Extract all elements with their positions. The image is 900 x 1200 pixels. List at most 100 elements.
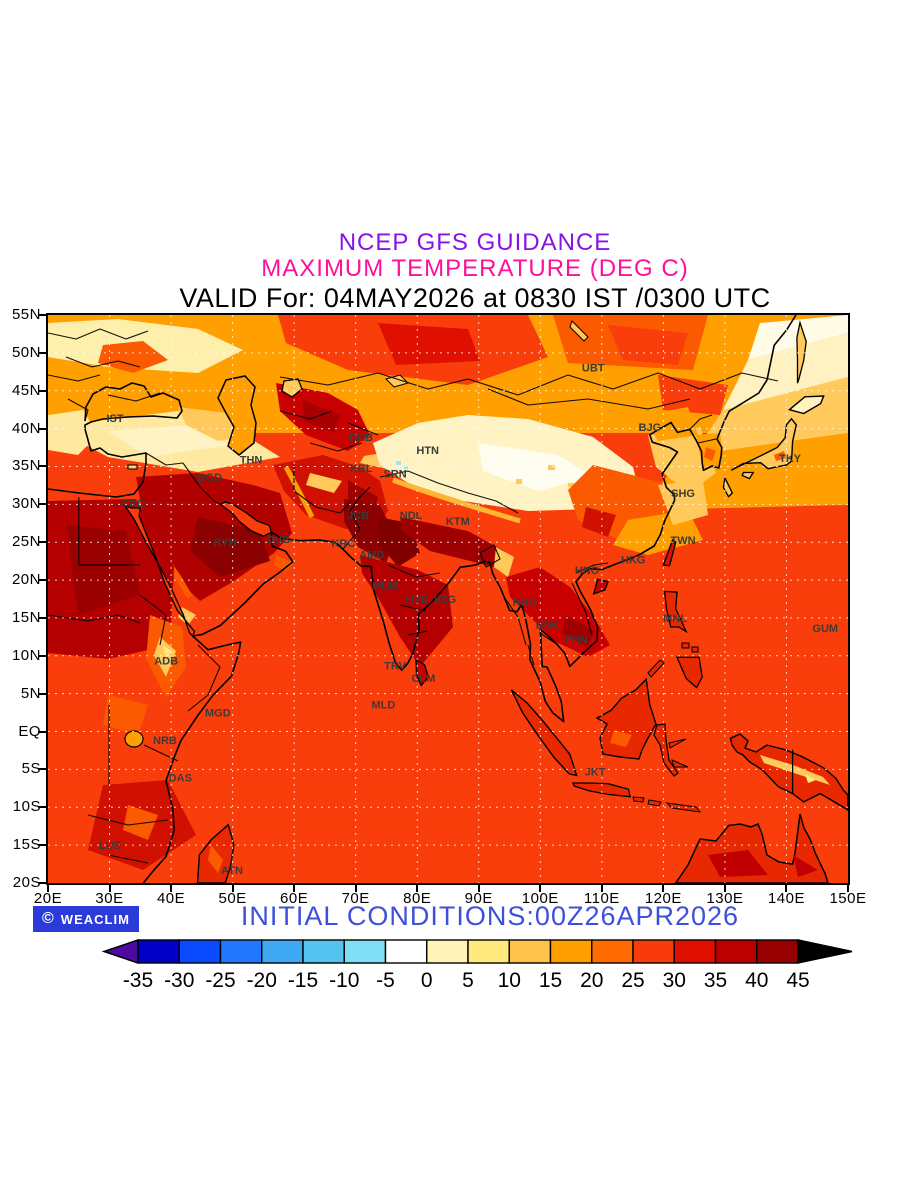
station-label-ubt: UBT [582, 362, 605, 374]
colorbar-tick-label: -15 [288, 969, 318, 992]
station-label-vzg: VZG [434, 594, 457, 606]
station-label-mld: MLD [371, 699, 395, 711]
colorbar-tick-label: 15 [539, 969, 562, 992]
lon-axis-label: 110E [583, 890, 620, 907]
lat-axis-label: 45N [11, 381, 41, 399]
lat-axis-label: 10N [11, 646, 41, 664]
lon-axis-label: 90E [464, 890, 493, 907]
lon-axis-label: 130E [706, 890, 744, 907]
lat-axis-tick [38, 882, 46, 884]
copyright-icon: © [42, 910, 55, 927]
station-label-cro: CRO [121, 498, 146, 510]
lon-axis-label: 150E [829, 890, 867, 907]
station-label-ndl: NDL [400, 510, 423, 522]
lat-axis-label: 25N [11, 533, 41, 551]
station-label-jkt: JKT [585, 767, 606, 779]
valid-time-line: VALID For: 04MAY2026 at 0830 IST /0300 U… [179, 283, 771, 313]
station-label-gum: GUM [812, 623, 838, 635]
lat-axis-label: 15N [11, 608, 41, 626]
station-label-atn: ATN [221, 865, 243, 877]
lon-axis-label: 40E [156, 890, 186, 907]
colorbar-tick-label: 10 [498, 969, 521, 992]
station-label-twn: TWN [671, 535, 696, 547]
lon-axis-tick [170, 885, 173, 892]
initial-conditions-line: INITIAL CONDITIONS:00Z26APR2026 [240, 901, 740, 931]
colorbar-tick-label: -20 [247, 969, 277, 992]
station-label-bnk: BNK [536, 620, 560, 632]
lon-axis-label: 120E [644, 890, 682, 907]
station-label-mum: MUM [372, 580, 398, 592]
lat-axis-label: 15S [12, 836, 41, 854]
colorbar-segment [591, 939, 634, 964]
colorbar-segment [178, 939, 222, 964]
colorbar-tick-label: -35 [123, 969, 153, 992]
lon-axis-label: 100E [521, 890, 559, 907]
lat-axis-tick [38, 389, 46, 392]
lat-axis-label: 10S [12, 798, 41, 816]
station-label-bjg: BJG [639, 422, 662, 434]
lat-axis-label: 20S [12, 874, 41, 891]
station-label-hkg: HKG [621, 555, 645, 567]
colorbar-tick-label: 40 [745, 969, 768, 992]
lat-axis-tick [38, 768, 46, 771]
colorbar-segment [508, 939, 552, 964]
station-label-jcb: JCB [347, 510, 369, 522]
station-label-lus: LUS [99, 840, 121, 852]
lon-axis-tick [47, 885, 49, 892]
lat-axis-tick [38, 654, 46, 657]
lat-axis-label: 35N [11, 457, 41, 475]
colorbar-segment [549, 939, 593, 964]
colorbar-tick-label: 30 [663, 969, 686, 992]
station-label-ist: IST [107, 413, 124, 425]
map-frame: IST THN BGD CRO RYH DUB ADB MGD NRB DAS LUS ATN DHB H… [46, 313, 850, 885]
lat-axis-label: 30N [11, 495, 41, 513]
colorbar-tick-label: 45 [786, 969, 809, 992]
lat-axis-label: EQ [18, 722, 41, 740]
station-label-clm: CLM [411, 673, 435, 685]
lon-axis-tick [847, 885, 849, 892]
lat-axis-tick [38, 503, 46, 506]
colorbar-segment [673, 939, 717, 964]
lat-axis-label: 50N [11, 343, 41, 361]
colorbar-left-arrow [101, 938, 139, 965]
lat-axis-tick [38, 616, 46, 619]
station-label-bgd: BGD [198, 472, 223, 484]
colorbar-tick-label: 35 [704, 969, 727, 992]
lon-axis-label: 60E [280, 890, 309, 907]
lon-axis-tick [539, 885, 542, 892]
lat-axis-label: 20N [11, 571, 41, 589]
chart-title: NCEP GFS GUIDANCE [338, 229, 612, 256]
station-label-dhb: DHB [349, 432, 373, 444]
lon-axis-label: 30E [95, 890, 124, 907]
colorbar-segment [343, 939, 387, 964]
colorbar-segment [384, 939, 428, 964]
station-label-ryh: RYH [214, 537, 237, 549]
lon-axis-label: 70E [341, 890, 370, 907]
lon-axis-tick [600, 885, 603, 892]
lon-axis-tick [108, 885, 111, 892]
station-label-adb: ADB [154, 655, 178, 667]
station-label-amd: AMD [359, 549, 384, 561]
lat-axis-tick [38, 314, 46, 316]
lon-axis-tick [785, 885, 788, 892]
lon-axis-label: 50E [218, 890, 247, 907]
colorbar-right-arrow [797, 939, 853, 964]
station-label-htn: HTN [416, 445, 439, 457]
lon-axis-tick [354, 885, 357, 892]
station-label-das: DAS [169, 773, 192, 785]
lon-axis-tick [293, 885, 296, 892]
colorbar-segment [467, 939, 510, 964]
colorbar-tick-label: -5 [376, 969, 395, 992]
colorbar-segment [302, 939, 345, 964]
lon-axis-tick [723, 885, 726, 892]
station-label-shg: SHG [671, 488, 695, 500]
lat-axis-label: 5S [21, 760, 41, 778]
station-label-nrb: NRB [153, 735, 177, 747]
temperature-colorbar: -35 -30 -25 -20 -15 -10 -5 0 5 10 15 20 25 30 35 40 45 [101, 938, 853, 992]
lat-axis-label: 55N [11, 306, 41, 323]
station-label-hno: HNO [575, 565, 600, 577]
station-label-thn: THN [240, 455, 263, 467]
station-label-phn: PHN [564, 634, 587, 646]
lat-axis-label: 40N [11, 419, 41, 437]
